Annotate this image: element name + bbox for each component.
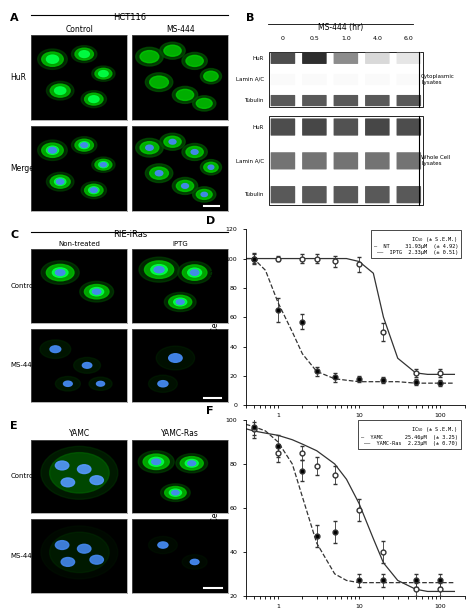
X-axis label: MS-444 Concentration (μM): MS-444 Concentration (μM) [302, 424, 408, 433]
Ellipse shape [84, 184, 103, 196]
Text: IC$_{50}$ (± S.E.M.)
—  NT     31.93μM  (± 4.92)
––  IPTG  2.33μM  (± 0.51): IC$_{50}$ (± S.E.M.) — NT 31.93μM (± 4.9… [374, 235, 458, 255]
Ellipse shape [201, 69, 221, 84]
Text: MS-444: MS-444 [10, 362, 36, 368]
Ellipse shape [92, 289, 101, 294]
Text: 1.0: 1.0 [341, 36, 351, 41]
Ellipse shape [188, 268, 201, 277]
Ellipse shape [77, 465, 91, 474]
Ellipse shape [176, 300, 184, 305]
Text: D: D [206, 216, 216, 226]
Ellipse shape [61, 558, 74, 566]
Ellipse shape [158, 381, 168, 387]
Ellipse shape [188, 461, 196, 466]
Text: 4.0: 4.0 [373, 36, 382, 41]
Text: Whole Cell
Lysates: Whole Cell Lysates [421, 156, 450, 166]
Ellipse shape [38, 140, 67, 161]
Ellipse shape [176, 181, 194, 192]
Ellipse shape [95, 159, 112, 170]
Ellipse shape [169, 354, 182, 362]
Ellipse shape [148, 536, 177, 554]
Ellipse shape [84, 93, 103, 105]
Ellipse shape [164, 292, 196, 311]
Ellipse shape [152, 459, 161, 465]
Text: IPTG: IPTG [173, 241, 188, 247]
Ellipse shape [89, 377, 112, 390]
Ellipse shape [55, 87, 66, 94]
Text: Non-treated: Non-treated [58, 241, 100, 247]
Text: 0: 0 [281, 36, 285, 41]
Ellipse shape [55, 269, 65, 275]
Ellipse shape [176, 89, 194, 100]
Ellipse shape [79, 142, 90, 148]
Text: MS-444: MS-444 [166, 24, 195, 33]
Text: Cytoplasmic
Lysates: Cytoplasmic Lysates [421, 74, 455, 85]
Text: IC$_{50}$ (± S.E.M.)
—  YAMC       25.46μM  (± 3.25)
––  YAMC-Ras  2.23μM  (± 0.: IC$_{50}$ (± S.E.M.) — YAMC 25.46μM (± 3… [361, 425, 458, 446]
Ellipse shape [46, 81, 74, 100]
Ellipse shape [92, 157, 115, 172]
Ellipse shape [156, 346, 195, 370]
Ellipse shape [160, 133, 185, 150]
Ellipse shape [146, 73, 173, 91]
Ellipse shape [90, 288, 104, 296]
Ellipse shape [41, 261, 79, 285]
Ellipse shape [61, 478, 74, 487]
Ellipse shape [92, 66, 115, 81]
Ellipse shape [169, 139, 176, 144]
Ellipse shape [150, 76, 168, 88]
Ellipse shape [180, 457, 203, 470]
Ellipse shape [182, 184, 189, 188]
Ellipse shape [178, 261, 211, 283]
Ellipse shape [95, 68, 112, 79]
Ellipse shape [99, 162, 108, 168]
Ellipse shape [164, 486, 186, 499]
Text: YAMC: YAMC [69, 429, 90, 438]
Ellipse shape [46, 146, 59, 154]
Ellipse shape [100, 162, 107, 167]
Ellipse shape [48, 148, 56, 153]
Ellipse shape [72, 46, 97, 63]
Ellipse shape [186, 55, 203, 66]
Ellipse shape [73, 358, 100, 373]
Y-axis label: Relative Cell Survival (%): Relative Cell Survival (%) [211, 269, 220, 365]
Text: Control: Control [10, 474, 36, 480]
Text: F: F [206, 406, 214, 416]
Ellipse shape [186, 147, 203, 157]
Ellipse shape [72, 137, 97, 154]
Ellipse shape [90, 555, 103, 564]
Ellipse shape [161, 484, 190, 502]
Y-axis label: Relative Cell Survival (%): Relative Cell Survival (%) [211, 460, 220, 556]
Ellipse shape [192, 95, 216, 111]
Ellipse shape [182, 265, 207, 280]
Ellipse shape [75, 139, 93, 151]
Ellipse shape [148, 375, 177, 392]
Ellipse shape [46, 264, 74, 281]
Ellipse shape [55, 541, 69, 550]
Ellipse shape [182, 554, 207, 569]
Ellipse shape [158, 542, 168, 548]
Ellipse shape [46, 55, 59, 63]
Ellipse shape [99, 71, 108, 77]
Ellipse shape [173, 86, 198, 103]
Ellipse shape [38, 49, 67, 69]
Ellipse shape [149, 457, 164, 466]
Text: HuR: HuR [252, 125, 264, 130]
Text: Merge: Merge [10, 164, 34, 173]
Ellipse shape [140, 50, 159, 63]
Ellipse shape [169, 489, 182, 496]
Ellipse shape [50, 452, 109, 493]
Text: MS-444: MS-444 [10, 553, 36, 559]
Ellipse shape [204, 162, 218, 172]
Ellipse shape [160, 42, 185, 59]
Ellipse shape [80, 282, 114, 302]
Ellipse shape [75, 48, 93, 60]
Ellipse shape [151, 264, 167, 275]
Ellipse shape [55, 461, 69, 470]
Ellipse shape [91, 188, 97, 193]
Text: MS-444 (hr): MS-444 (hr) [318, 23, 363, 32]
Text: B: B [246, 13, 254, 23]
Ellipse shape [146, 145, 153, 150]
Ellipse shape [81, 182, 107, 199]
Text: Tubulin: Tubulin [245, 98, 264, 103]
Ellipse shape [50, 175, 70, 188]
Ellipse shape [208, 165, 214, 170]
